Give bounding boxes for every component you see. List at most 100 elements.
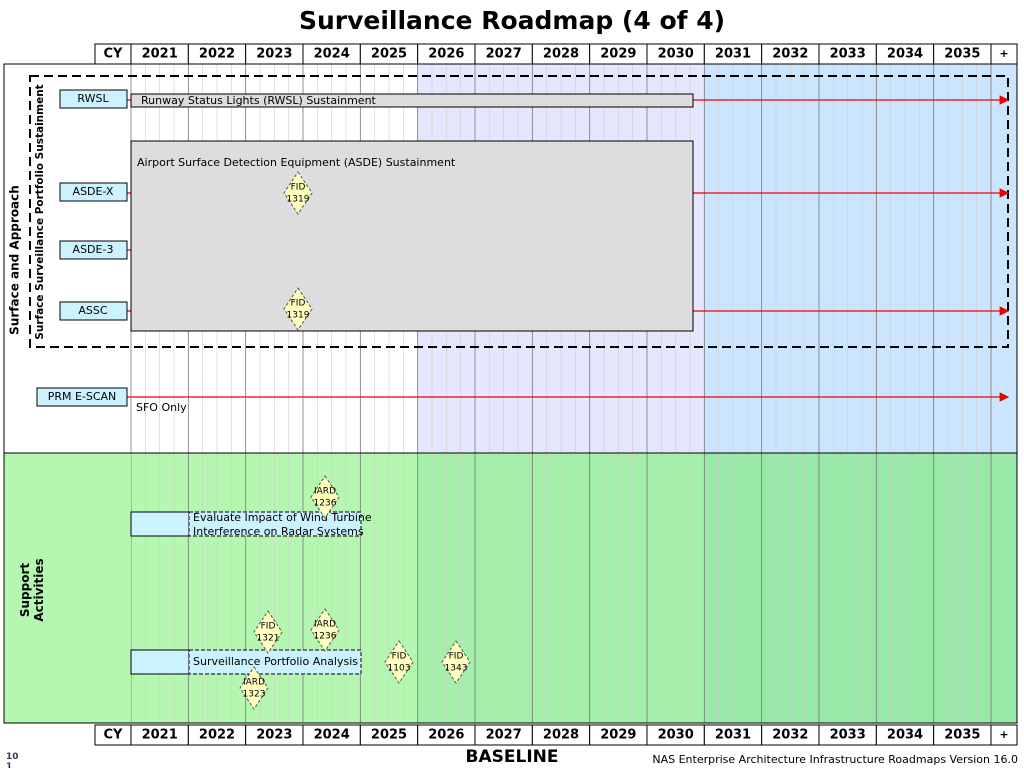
version: NAS Enterprise Architecture Infrastructu… <box>652 753 1018 766</box>
bars: Runway Status Lights (RWSL) Sustainment … <box>130 93 694 675</box>
year-label: 2035 <box>944 728 980 743</box>
group-label: Surface Surveillance Portfolio Sustainme… <box>34 84 46 339</box>
program-box <box>59 240 128 260</box>
bar-label: Runway Status Lights (RWSL) Sustainment <box>141 94 377 107</box>
year-label: 2032 <box>772 47 808 62</box>
milestone-label: FID <box>449 652 464 662</box>
milestone-id: 1319 <box>287 311 310 321</box>
cell <box>4 453 131 723</box>
year-label: 2025 <box>371 728 407 743</box>
milestone: IARD 1236 <box>310 608 340 652</box>
milestone-id: 1236 <box>314 499 337 509</box>
program-label: ASSC <box>78 304 107 317</box>
title: Surveillance Roadmap (4 of 4) <box>299 6 725 35</box>
bar <box>188 511 362 537</box>
year-label: 2024 <box>314 47 350 62</box>
diamond <box>283 171 313 215</box>
program-box <box>59 301 128 321</box>
year-label: 2023 <box>256 47 292 62</box>
year-label: 2023 <box>256 728 292 743</box>
diamond <box>310 608 340 652</box>
year-label: 2030 <box>658 728 694 743</box>
milestone: FID 1103 <box>384 640 414 684</box>
year-label: 2021 <box>142 47 178 62</box>
milestone-label: IARD <box>243 678 265 688</box>
page-number: 10 1 <box>6 752 19 768</box>
bar <box>130 511 190 537</box>
milestone: IARD 1323 <box>239 666 269 710</box>
diamond <box>283 287 313 331</box>
milestone: FID 1321 <box>253 610 283 654</box>
year-label: 2026 <box>428 47 464 62</box>
milestone-label: IARD <box>314 487 336 497</box>
programs: RWSL ASDE-X ASDE-3 ASSC PRM E-SCAN <box>36 89 128 407</box>
year-label: 2022 <box>199 47 235 62</box>
year-label: 2032 <box>772 728 808 743</box>
bar-label: Airport Surface Detection Equipment (ASD… <box>137 156 456 169</box>
header-label: CY <box>104 728 124 743</box>
header-label: CY <box>104 47 124 62</box>
header-label: + <box>999 47 1008 60</box>
bar <box>188 649 362 675</box>
year-label: 2028 <box>543 47 579 62</box>
program-box <box>36 387 128 407</box>
year-label: 2022 <box>199 728 235 743</box>
year-label: 2034 <box>887 728 923 743</box>
year-label: 2035 <box>944 47 980 62</box>
milestone: FID 1343 <box>441 640 471 684</box>
diamond <box>253 610 283 654</box>
milestone: FID 1319 <box>283 287 313 331</box>
diamond <box>239 666 269 710</box>
milestones: FID 1319 FID 1319 IARD 1236 FID 1321 IARD 1236 FID… <box>239 171 471 710</box>
milestone-id: 1323 <box>243 690 266 700</box>
bar <box>130 140 694 332</box>
program-box <box>59 89 128 109</box>
group-box <box>29 75 1009 348</box>
year-label: 2021 <box>142 728 178 743</box>
header-cell <box>990 724 1018 746</box>
milestone: IARD 1236 <box>310 475 340 519</box>
program-box <box>59 182 128 202</box>
bar <box>130 93 694 108</box>
milestone-label: FID <box>291 183 306 193</box>
diamond <box>384 640 414 684</box>
milestone-label: FID <box>392 652 407 662</box>
header-cell <box>990 43 1018 65</box>
diamond <box>441 640 471 684</box>
section-label: SupportActivities <box>18 558 46 621</box>
year-label: 2034 <box>887 47 923 62</box>
year-label: 2031 <box>715 728 751 743</box>
milestone-label: FID <box>291 299 306 309</box>
section-label: Surface and Approach <box>8 185 22 335</box>
frame <box>3 452 1018 724</box>
milestone-id: 1103 <box>388 664 411 674</box>
milestone-id: 1321 <box>257 634 280 644</box>
milestone-id: 1343 <box>445 664 468 674</box>
program-label: RWSL <box>77 92 109 105</box>
year-label: 2031 <box>715 47 751 62</box>
program-label: ASDE-X <box>73 185 114 198</box>
program-label: ASDE-3 <box>73 243 114 256</box>
header-label: + <box>999 728 1008 741</box>
cell <box>991 453 1017 723</box>
year-label: 2027 <box>486 47 522 62</box>
milestone-label: IARD <box>314 620 336 630</box>
diamond <box>310 475 340 519</box>
note: SFO Only <box>136 401 187 414</box>
year-label: 2027 <box>486 728 522 743</box>
cell <box>991 64 1017 453</box>
year-label: 2029 <box>600 728 636 743</box>
year-label: 2033 <box>830 47 866 62</box>
bar-label: Evaluate Impact of Wind Turbine Interfere… <box>193 511 372 538</box>
year-label: 2033 <box>830 728 866 743</box>
year-label: 2030 <box>658 47 694 62</box>
bar-label: Surveillance Portfolio Analysis <box>193 655 358 668</box>
milestone-label: FID <box>261 622 276 632</box>
year-label: 2028 <box>543 728 579 743</box>
milestone: FID 1319 <box>283 171 313 215</box>
year-label: 2024 <box>314 728 350 743</box>
year-label: 2026 <box>428 728 464 743</box>
milestone-id: 1236 <box>314 632 337 642</box>
milestone-id: 1319 <box>287 195 310 205</box>
